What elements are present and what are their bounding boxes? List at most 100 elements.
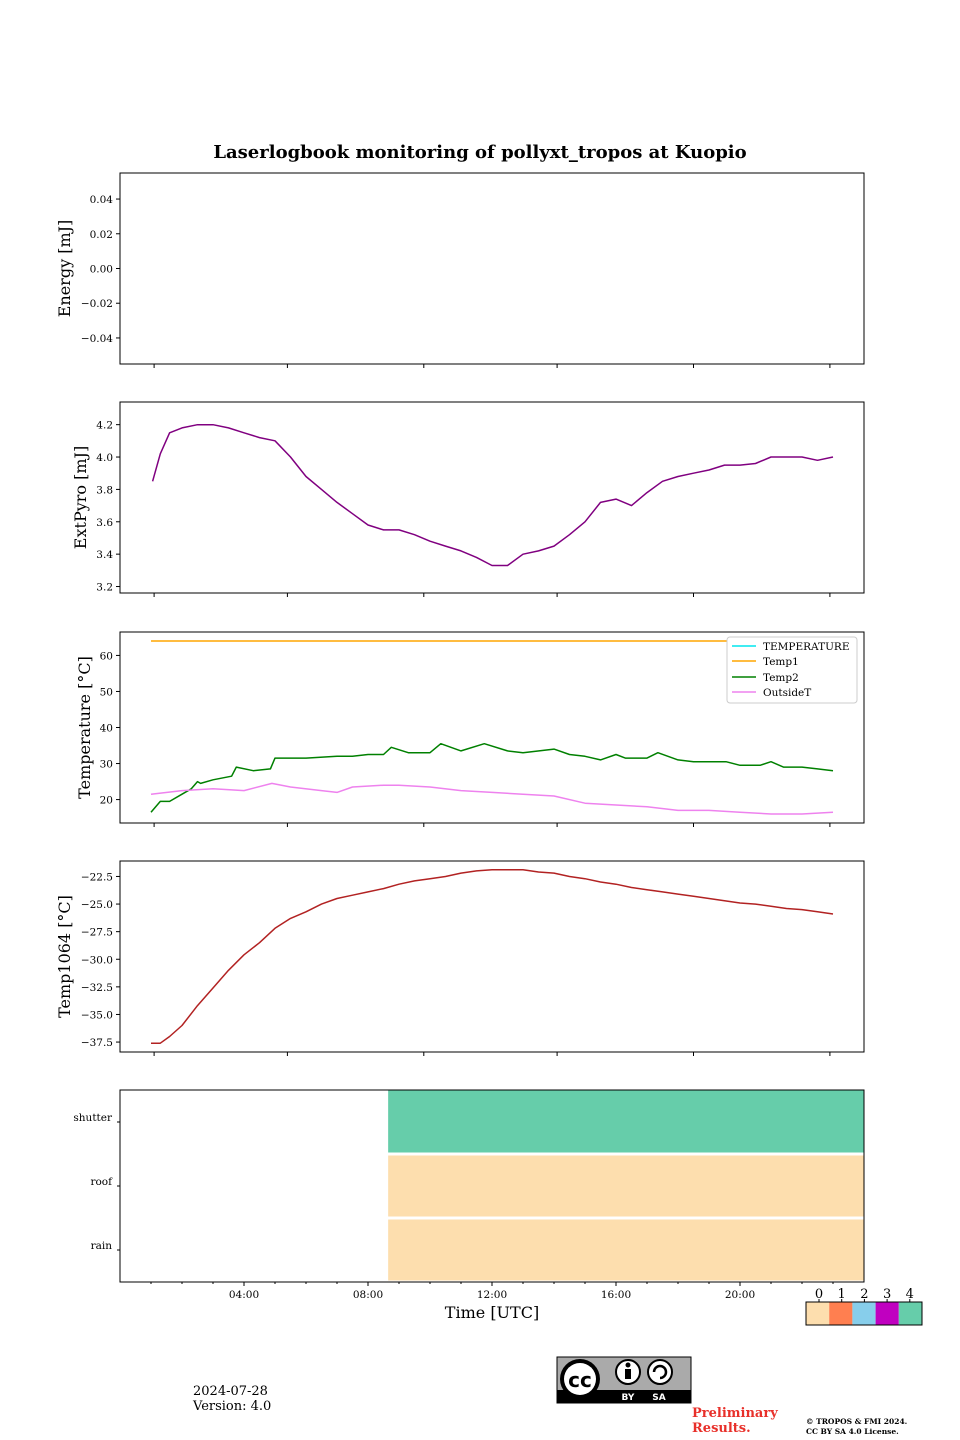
temperature-ytick-label: 50 bbox=[100, 686, 113, 698]
extpyro-ytick-label: 3.4 bbox=[96, 549, 113, 561]
colorbar-label-2: 2 bbox=[860, 1287, 868, 1302]
x-tick-label: 12:00 bbox=[477, 1289, 507, 1301]
temp1064-ytick-label: −22.5 bbox=[81, 871, 113, 883]
colorbar-swatch-3 bbox=[875, 1302, 899, 1325]
panel-temp1064-yticks: −22.5 −25.0 −27.5 −30.0 −32.5 −35.0 −37.5 bbox=[81, 871, 120, 1049]
panel-temperature-series bbox=[150, 640, 834, 815]
temperature-series-temp2 bbox=[150, 742, 834, 813]
panel-extpyro-series bbox=[151, 423, 834, 567]
footer-info: 2024-07-28 Version: 4.0 bbox=[193, 1384, 271, 1414]
figure-title: Laserlogbook monitoring of pollyxt_tropo… bbox=[213, 142, 746, 163]
by-icon-head bbox=[625, 1362, 631, 1368]
preliminary-line2: Results. bbox=[692, 1421, 751, 1436]
status-row-label-rain: rain bbox=[91, 1240, 113, 1252]
temperature-ytick-label: 40 bbox=[100, 723, 113, 735]
panel-energy-frame bbox=[119, 172, 865, 365]
badge-label-sa: SA bbox=[652, 1393, 665, 1403]
panel-temp1064: −22.5 −25.0 −27.5 −30.0 −32.5 −35.0 −37.5 Temp… bbox=[55, 860, 865, 1056]
colorbar-label-3: 3 bbox=[883, 1287, 891, 1302]
panel-temp1064-ylabel: Temp1064 [°C] bbox=[55, 895, 74, 1018]
temperature-ytick-label: 60 bbox=[100, 650, 113, 662]
extpyro-ytick-label: 3.8 bbox=[96, 484, 113, 496]
panel-extpyro-yticks: 4.2 4.0 3.8 3.6 3.4 3.2 bbox=[96, 420, 120, 594]
temp1064-ytick-label: −35.0 bbox=[81, 1009, 113, 1021]
panel-energy-yticks: 0.04 0.02 0.00 −0.02 −0.04 bbox=[81, 194, 120, 345]
x-tick-label: 08:00 bbox=[353, 1289, 383, 1301]
legend-box bbox=[726, 636, 858, 704]
panel-energy-xticks bbox=[153, 364, 831, 368]
panel-energy-ylabel: Energy [mJ] bbox=[55, 220, 74, 318]
panel-temp1064-frame bbox=[119, 860, 865, 1053]
temp1064-ytick-label: −27.5 bbox=[81, 927, 113, 939]
colorbar-label-1: 1 bbox=[838, 1287, 846, 1302]
energy-ytick-label: 0.04 bbox=[90, 194, 114, 206]
temp1064-ytick-label: −37.5 bbox=[81, 1037, 113, 1049]
cc-icon-glyph: cc bbox=[568, 1368, 592, 1392]
status-cells bbox=[388, 1090, 864, 1281]
extpyro-ytick-label: 4.0 bbox=[96, 452, 113, 464]
sa-icon bbox=[647, 1359, 673, 1385]
colorbar-swatch-0 bbox=[806, 1302, 830, 1325]
panel-extpyro-frame bbox=[119, 401, 865, 594]
cc-icon-inner bbox=[564, 1363, 596, 1395]
x-tick-label: 04:00 bbox=[229, 1289, 259, 1301]
panel-temperature-yticks: 60 50 40 30 20 bbox=[100, 650, 120, 807]
footer-date: 2024-07-28 bbox=[193, 1384, 268, 1399]
temperature-legend: TEMPERATURE Temp1 Temp2 OutsideT bbox=[726, 636, 858, 704]
x-tick-label: 16:00 bbox=[601, 1289, 631, 1301]
panel-temp1064-xticks bbox=[153, 1052, 831, 1056]
legend-label-outsidet: OutsideT bbox=[763, 687, 811, 699]
legend-label-temperature: TEMPERATURE bbox=[763, 641, 850, 653]
energy-ytick-label: −0.04 bbox=[81, 333, 113, 345]
panel-extpyro: 4.2 4.0 3.8 3.6 3.4 3.2 ExtPyro [mJ] bbox=[71, 401, 865, 597]
status-cell-roof bbox=[388, 1155, 864, 1217]
temperature-ytick-label: 20 bbox=[100, 795, 113, 807]
temp1064-ytick-label: −32.5 bbox=[81, 982, 113, 994]
energy-ytick-label: 0.00 bbox=[90, 264, 113, 276]
panel-extpyro-xticks bbox=[153, 593, 831, 597]
colorbar-label-0: 0 bbox=[815, 1287, 823, 1302]
x-axis-label: Time [UTC] bbox=[445, 1303, 539, 1322]
status-xticks: 04:00 08:00 12:00 16:00 20:00 bbox=[150, 1282, 834, 1301]
energy-ytick-label: 0.02 bbox=[90, 229, 113, 241]
cc-by-sa-badge: cc BY SA bbox=[556, 1356, 692, 1404]
panel-extpyro-ylabel: ExtPyro [mJ] bbox=[71, 446, 90, 549]
status-row-labels: shutter roof rain bbox=[73, 1112, 120, 1252]
copyright-note: © TROPOS & FMI 2024. CC BY SA 4.0 Licens… bbox=[806, 1417, 907, 1437]
panel-status: shutter roof rain 04:00 08:00 12:00 16:00 20:0… bbox=[73, 1089, 865, 1322]
panel-energy: 0.04 0.02 0.00 −0.02 −0.04 Energy [mJ] bbox=[55, 172, 865, 368]
temperature-ytick-label: 30 bbox=[100, 759, 113, 771]
sa-icon-arrow bbox=[652, 1364, 668, 1380]
energy-ytick-label: −0.02 bbox=[81, 298, 113, 310]
temp1064-series-line bbox=[151, 869, 834, 1044]
panel-temperature-xticks bbox=[153, 823, 831, 827]
panel-temperature-ylabel: Temperature [°C] bbox=[75, 656, 94, 799]
preliminary-note: Preliminary Results. bbox=[692, 1406, 778, 1436]
temp1064-ytick-label: −30.0 bbox=[81, 954, 113, 966]
copyright-line2: CC BY SA 4.0 License. bbox=[806, 1427, 899, 1436]
footer-version: Version: 4.0 bbox=[193, 1399, 272, 1414]
colorbar-swatch-2 bbox=[852, 1302, 876, 1325]
extpyro-series-line bbox=[151, 423, 834, 567]
temp1064-ytick-label: −25.0 bbox=[81, 899, 113, 911]
extpyro-ytick-label: 3.2 bbox=[96, 582, 113, 594]
panel-temperature: 60 50 40 30 20 Temperature [°C] TEMPERATURE … bbox=[75, 631, 865, 827]
colorbar-swatch-1 bbox=[829, 1302, 853, 1325]
x-tick-label: 20:00 bbox=[725, 1289, 755, 1301]
colorbar-label-4: 4 bbox=[906, 1287, 914, 1302]
colorbar-swatch-4 bbox=[898, 1302, 922, 1325]
status-row-label-roof: roof bbox=[90, 1176, 113, 1188]
badge-label-by: BY bbox=[622, 1393, 635, 1403]
temperature-series-outsidet bbox=[150, 782, 834, 815]
copyright-line1: © TROPOS & FMI 2024. bbox=[806, 1417, 908, 1426]
extpyro-ytick-label: 3.6 bbox=[96, 517, 113, 529]
preliminary-line1: Preliminary bbox=[692, 1406, 778, 1421]
extpyro-ytick-label: 4.2 bbox=[96, 420, 113, 432]
status-row-label-shutter: shutter bbox=[73, 1112, 113, 1124]
panel-temp1064-series bbox=[151, 869, 834, 1044]
legend-label-temp1: Temp1 bbox=[763, 656, 799, 668]
legend-label-temp2: Temp2 bbox=[763, 672, 799, 684]
status-cell-rain bbox=[388, 1219, 864, 1281]
